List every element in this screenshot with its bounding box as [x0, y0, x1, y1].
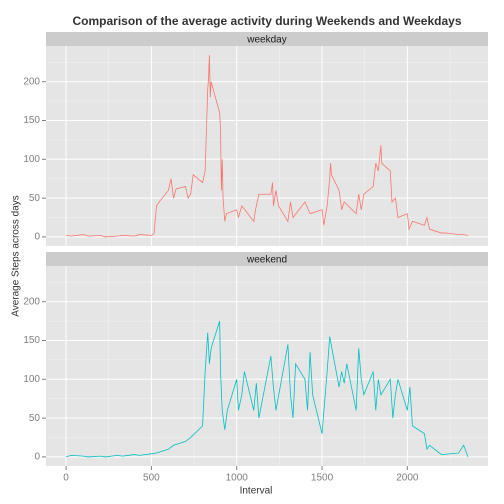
y-tick-label: 200: [23, 296, 40, 307]
y-tick-label: 100: [23, 154, 40, 165]
y-tick-label: 0: [34, 232, 40, 243]
strip-label: weekday: [246, 35, 286, 46]
x-tick-label: 0: [63, 473, 69, 484]
x-axis-label: Interval: [240, 486, 273, 497]
x-tick-label: 2000: [396, 473, 419, 484]
y-tick-label: 150: [23, 115, 40, 126]
y-axis-label: Average Steps across days: [11, 195, 22, 317]
data-line: [66, 55, 468, 238]
panel: [46, 46, 488, 246]
y-tick-label: 0: [34, 452, 40, 463]
y-tick-label: 150: [23, 335, 40, 346]
chart-title: Comparison of the average activity durin…: [72, 14, 461, 28]
strip: [46, 32, 488, 46]
strip: [46, 252, 488, 266]
x-tick-label: 1500: [311, 473, 334, 484]
y-tick-label: 50: [29, 193, 41, 204]
strip-label: weekend: [246, 255, 287, 266]
y-tick-label: 200: [23, 76, 40, 87]
data-line: [65, 320, 469, 458]
y-tick-label: 50: [29, 413, 41, 424]
y-tick-label: 100: [23, 374, 40, 385]
x-tick-label: 1000: [226, 473, 249, 484]
x-tick-label: 500: [143, 473, 160, 484]
panel: [46, 266, 488, 466]
